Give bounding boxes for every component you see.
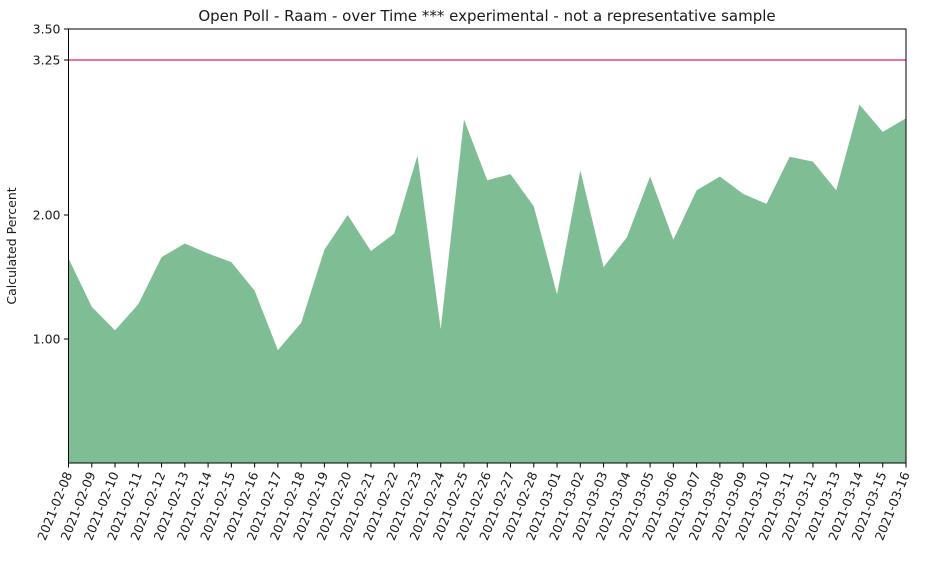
y-tick-label: 3.25 (33, 53, 61, 68)
y-axis-label: Calculated Percent (4, 187, 19, 304)
area-series (68, 104, 906, 463)
y-tick-label: 2.00 (33, 208, 61, 223)
y-tick-label: 1.00 (33, 332, 61, 347)
plot-area: 1.002.003.253.502021-02-082021-02-092021… (33, 22, 913, 543)
y-tick-label: 3.50 (33, 22, 61, 37)
chart-title: Open Poll - Raam - over Time *** experim… (198, 7, 775, 25)
